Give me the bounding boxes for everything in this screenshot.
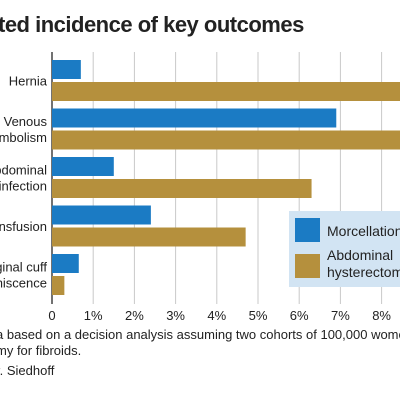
- category-label: ansfusion: [0, 219, 47, 234]
- bar-abdominal-hysterectomy: [52, 179, 312, 198]
- legend-label-line: Abdominal: [327, 247, 393, 263]
- category-label: Venousembolism: [0, 114, 47, 145]
- category-label-line: Venous: [4, 114, 48, 129]
- bar-morcellation: [52, 205, 151, 225]
- category-label-line: ansfusion: [0, 219, 47, 234]
- footnote-line-1: a based on a decision analysis assuming …: [0, 327, 400, 342]
- bar-morcellation: [52, 157, 114, 176]
- bar-abdominal-hysterectomy: [52, 82, 400, 101]
- category-label-line: embolism: [0, 130, 47, 145]
- category-label-line: Hernia: [9, 74, 48, 89]
- legend-label-abdominal-hysterectomy: Abdominalhysterectomy: [327, 247, 400, 280]
- x-tick-label: 3%: [166, 308, 185, 323]
- x-tick-label: 4%: [207, 308, 226, 323]
- bar-morcellation: [52, 254, 79, 273]
- bar-abdominal-hysterectomy: [52, 276, 65, 295]
- x-tick-label: 5%: [249, 308, 268, 323]
- source-credit: r. Siedhoff: [0, 363, 55, 378]
- bar-abdominal-hysterectomy: [52, 130, 400, 150]
- category-label: ginal cuff hiscence: [0, 260, 47, 291]
- x-tick-label: 2%: [125, 308, 144, 323]
- bar-abdominal-hysterectomy: [52, 227, 246, 247]
- legend-swatch-morcellation: [295, 218, 320, 242]
- category-label-line: ginal cuff: [0, 260, 47, 275]
- legend-label-line: hysterectomy: [327, 264, 400, 280]
- category-label-line: hiscence: [0, 276, 47, 291]
- x-tick-label: 1%: [84, 308, 103, 323]
- category-label-line: infection: [0, 179, 47, 194]
- legend-label-morcellation: Morcellation: [327, 223, 400, 239]
- bar-morcellation: [52, 108, 337, 128]
- chart-title: ted incidence of key outcomes: [0, 12, 304, 37]
- x-tick-label: 6%: [290, 308, 309, 323]
- category-label-line: bdominal: [0, 163, 47, 178]
- x-tick-label: 8%: [372, 308, 391, 323]
- category-label: bdominalinfection: [0, 163, 47, 194]
- bar-chart: 0 1% 2% 3% 4% 5% 6% 7% 8% Hernia Venousembolism bdo…: [0, 52, 400, 323]
- bar-morcellation: [52, 60, 81, 79]
- x-tick-label: 0: [48, 308, 55, 323]
- legend-swatch-abdominal-hysterectomy: [295, 254, 320, 278]
- x-tick-label: 7%: [331, 308, 350, 323]
- footnote-line-2: my for fibroids.: [0, 343, 82, 358]
- category-label: Hernia: [9, 74, 48, 89]
